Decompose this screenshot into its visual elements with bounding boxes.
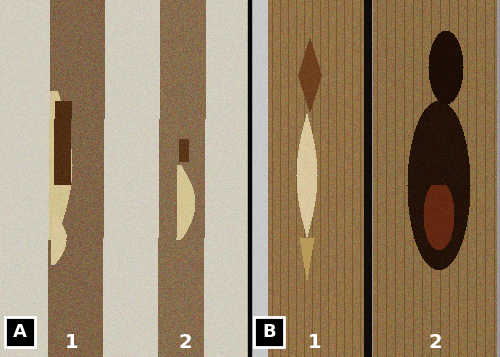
Text: 2: 2 <box>178 332 192 352</box>
Text: 1: 1 <box>65 332 79 352</box>
Text: 1: 1 <box>308 332 322 352</box>
FancyBboxPatch shape <box>254 317 284 347</box>
Text: A: A <box>13 323 27 341</box>
Text: 2: 2 <box>428 332 442 352</box>
Text: B: B <box>262 323 276 341</box>
FancyBboxPatch shape <box>5 317 35 347</box>
Bar <box>248 0 251 357</box>
